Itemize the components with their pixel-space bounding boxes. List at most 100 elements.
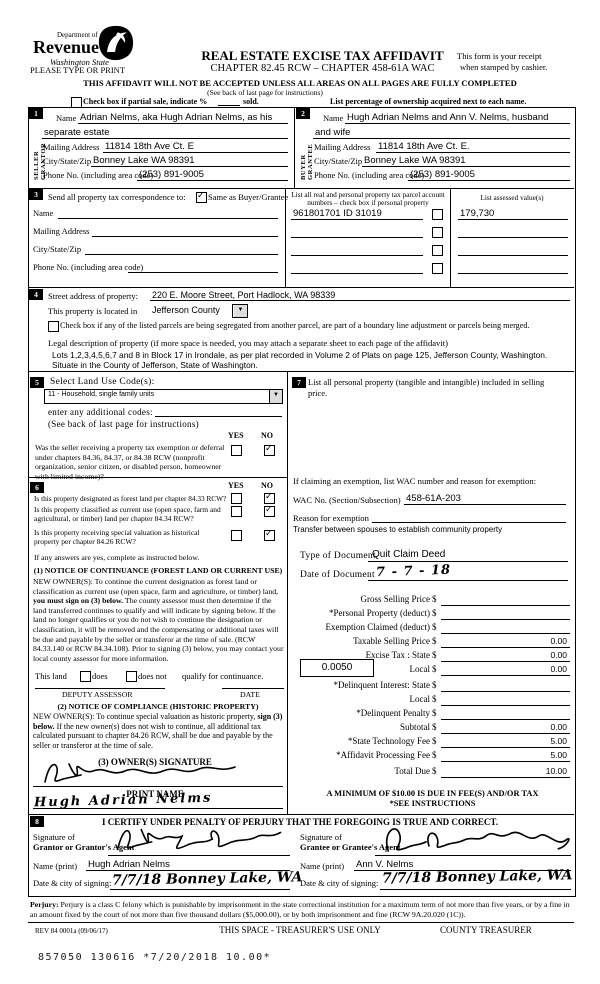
buyer-name-line	[345, 123, 570, 124]
current-use-no-checkbox[interactable]: ✓	[264, 505, 275, 517]
assessed-field-4[interactable]	[458, 273, 568, 274]
notice2-body: NEW OWNER(S): To continue special valuat…	[33, 712, 283, 750]
correspondence-label: Send all property tax correspondence to:	[48, 192, 186, 202]
buyer-name-label: Name	[323, 113, 344, 123]
sec6-q2: Is this property classified as current u…	[34, 505, 221, 523]
seller-city-value[interactable]: Bonney Lake WA 98391	[93, 155, 195, 166]
historic-no-checkbox[interactable]: ✓	[264, 529, 275, 541]
rule-sec3-top	[28, 188, 574, 189]
legal-line-1[interactable]: Lots 1,2,3,4,5,6,7 and 8 in Block 17 in …	[52, 350, 548, 360]
print-name-title: PRINT NAME	[126, 789, 184, 799]
parcel-field-4[interactable]	[291, 273, 423, 274]
grantor-name-print-value[interactable]: Hugh Adrian Nelms	[88, 859, 170, 870]
partial-sale-pct-field[interactable]	[218, 105, 240, 106]
buyer-name-value[interactable]: Hugh Adrian Nelms and Ann V. Nelms, husb…	[347, 112, 549, 123]
fee-field[interactable]	[441, 761, 570, 762]
located-in-label: This property is located in	[48, 306, 138, 316]
land-use-dropdown[interactable]: 11 - Household, single family units ▼	[44, 389, 283, 404]
personal-property-checkbox-2[interactable]	[432, 227, 443, 238]
corr-mailing-field[interactable]	[92, 236, 278, 237]
buyer-phone-label: Phone No. (including area code)	[314, 170, 425, 180]
fee-field[interactable]	[441, 777, 570, 778]
fee-field[interactable]	[441, 605, 570, 606]
section-2-number: 2	[296, 108, 310, 119]
reason-field[interactable]	[372, 522, 566, 523]
parcel-field-3[interactable]	[291, 255, 423, 256]
assessed-field-2[interactable]	[458, 237, 568, 238]
corr-phone-field[interactable]	[128, 272, 278, 273]
grantee-signature[interactable]	[378, 818, 574, 858]
parcel-header-1: List all real and personal property tax …	[291, 190, 445, 199]
fee-field[interactable]	[441, 675, 570, 676]
grantor-date-city-value[interactable]: 7/7/18 Bonney Lake, WA	[111, 869, 303, 889]
grantee-name-print-value[interactable]: Ann V. Nelms	[356, 859, 414, 870]
segregated-checkbox[interactable]	[48, 321, 59, 332]
fee-field[interactable]	[441, 619, 570, 620]
grantor-sig-label-2: Grantor or Grantor's Agent	[33, 842, 135, 852]
parcel-field-2[interactable]	[291, 237, 423, 238]
assessed-value[interactable]: 179,730	[460, 208, 495, 219]
personal-property-label: List all personal property (tangible and…	[308, 377, 545, 398]
fee-field[interactable]	[441, 733, 570, 734]
street-address-value[interactable]: 220 E. Moore Street, Port Hadlock, WA 98…	[152, 290, 336, 300]
grantee-date-line	[380, 889, 571, 890]
buyer-city-value[interactable]: Bonney Lake WA 98391	[364, 155, 466, 166]
fee-field[interactable]	[441, 633, 570, 634]
wac-value[interactable]: 458-61A-203	[406, 493, 461, 504]
grantor-signature[interactable]	[110, 822, 290, 858]
doc-date-value[interactable]: 7 - 7 - 18	[375, 562, 452, 581]
seller-mailing-value[interactable]: 11814 18th Ave Ct. E	[105, 141, 194, 152]
does-not-checkbox[interactable]	[126, 671, 137, 682]
doc-type-value[interactable]: Quit Claim Deed	[372, 549, 446, 560]
additional-codes-field[interactable]	[155, 416, 282, 417]
receipt-note-1: This form is your receipt	[457, 51, 542, 61]
same-as-buyer-checkbox[interactable]: ✓	[196, 191, 207, 203]
check-icon: ✓	[265, 505, 273, 515]
fee-field[interactable]	[441, 747, 570, 748]
deputy-assessor-sign-field[interactable]	[35, 688, 165, 689]
reason-value[interactable]: Transfer between spouses to establish co…	[293, 525, 503, 534]
buyer-phone-line	[408, 180, 570, 181]
fee-field[interactable]	[441, 719, 570, 720]
county-dropdown[interactable]: ▼	[232, 304, 248, 318]
corr-city-label: City/State/Zip	[33, 244, 82, 254]
forest-yes-checkbox[interactable]	[231, 493, 242, 504]
fee-field[interactable]	[441, 691, 570, 692]
see-back-5: (See back of last page for instructions)	[48, 419, 199, 429]
buyer-mailing-value[interactable]: 11814 18th Ave Ct. E.	[378, 141, 470, 152]
grantee-date-city-value[interactable]: 7/7/18 Bonney Lake, WA	[381, 867, 573, 887]
corr-name-field[interactable]	[58, 218, 278, 219]
sec5-yes-checkbox[interactable]	[231, 445, 242, 456]
parcel-number-value[interactable]: 961801701 ID 31019	[293, 208, 382, 219]
assessed-line-1	[458, 219, 568, 220]
buyer-phone-value[interactable]: (253) 891-9005	[410, 169, 475, 180]
legal-line-2[interactable]: Situate in the County of Jefferson, Stat…	[52, 360, 258, 370]
personal-property-checkbox-1[interactable]	[432, 209, 443, 220]
corr-city-field[interactable]	[85, 254, 278, 255]
does-checkbox[interactable]	[80, 671, 91, 682]
sec5-no-checkbox[interactable]: ✓	[264, 444, 275, 456]
historic-yes-checkbox[interactable]	[231, 530, 242, 541]
fee-field[interactable]	[441, 705, 570, 706]
forest-no-checkbox[interactable]: ✓	[264, 492, 275, 504]
owner-signature[interactable]	[35, 758, 245, 788]
fee-field[interactable]	[441, 647, 570, 648]
seller-phone-label: Phone No. (including area code)	[43, 170, 154, 180]
perjury-note: Perjury: Perjury is a class C felony whi…	[30, 900, 570, 919]
this-land-label: This land	[35, 671, 67, 681]
legal-description-label: Legal description of property (if more s…	[48, 338, 448, 348]
assessed-field-3[interactable]	[458, 255, 568, 256]
seller-name-value[interactable]: Adrian Nelms, aka Hugh Adrian Nelms, as …	[80, 112, 273, 123]
buyer-name-value-2[interactable]: and wife	[315, 127, 351, 138]
current-use-yes-checkbox[interactable]	[231, 506, 242, 517]
seller-city-label: City/State/Zip	[43, 156, 92, 166]
seller-phone-value[interactable]: (253) 891-9005	[139, 169, 204, 180]
personal-property-checkbox-4[interactable]	[432, 263, 443, 274]
grantor-date-line	[110, 889, 290, 890]
sec3-divider-2	[450, 188, 451, 287]
deputy-date-field[interactable]	[222, 688, 284, 689]
seller-name-value-2[interactable]: separate estate	[44, 127, 110, 138]
personal-property-checkbox-3[interactable]	[432, 245, 443, 256]
fee-field[interactable]	[441, 661, 570, 662]
